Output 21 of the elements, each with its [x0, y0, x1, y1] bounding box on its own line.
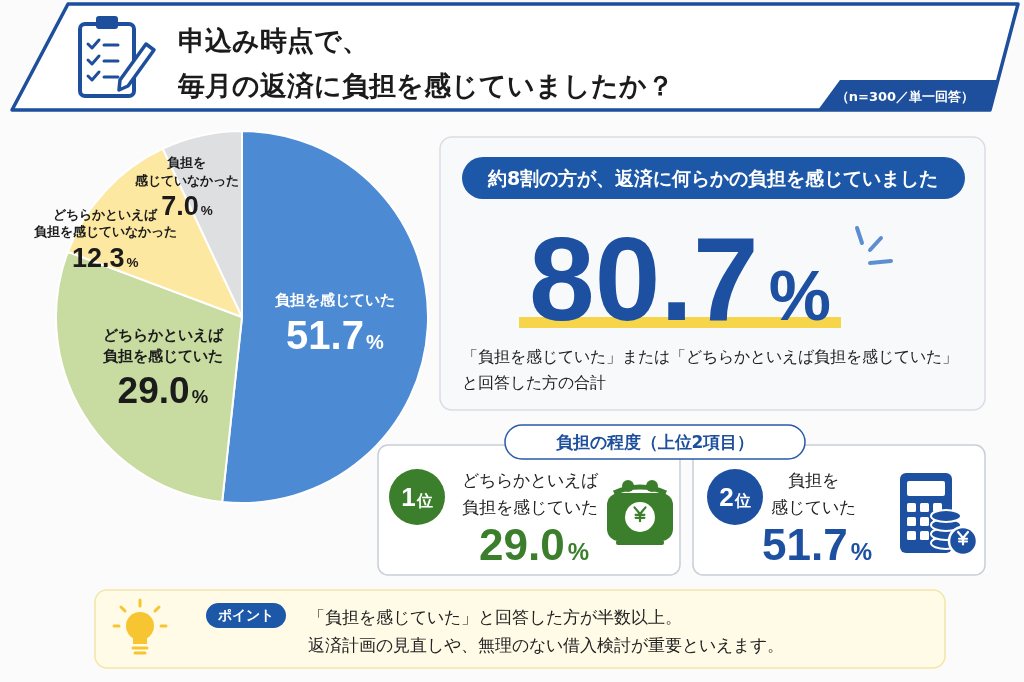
text: 負担を感じていた: [770, 471, 856, 518]
slice-label: 負担を感じていなかった: [134, 155, 239, 188]
text: 29.0%: [479, 520, 589, 569]
data-label: 29.0%: [117, 369, 209, 411]
slice-label: 負担を感じていた: [274, 291, 395, 310]
text: 申込み時点で、毎月の返済に負担を感じていましたか？: [177, 25, 674, 101]
text: 51.7%: [762, 520, 872, 569]
text: 返済計画の見直しや、無理のない借入検討が重要といえます。: [308, 635, 784, 655]
text: （n=300／単一回答）: [835, 89, 975, 104]
text: 2位: [719, 482, 751, 512]
text: 負担の程度（上位2項目）: [555, 432, 755, 452]
text: 80.7%: [529, 213, 831, 345]
text: ポイント: [217, 607, 274, 623]
text: どちらかといえば負担を感じていた: [462, 471, 599, 518]
text: 約8割の方が、返済に何らかの負担を感じていました: [486, 167, 939, 189]
text: 「負担を感じていた」または「どちらかといえば負担を感じていた」と回答した方の合計: [462, 347, 958, 393]
data-label: 51.7%: [286, 313, 384, 358]
data-label: 12.3%: [71, 242, 139, 273]
text: 1位: [401, 482, 433, 512]
slice-label: どちらかといえば負担を感じていた: [102, 326, 224, 366]
text: 「負担を感じていた」と回答した方が半数以上。: [308, 607, 682, 627]
